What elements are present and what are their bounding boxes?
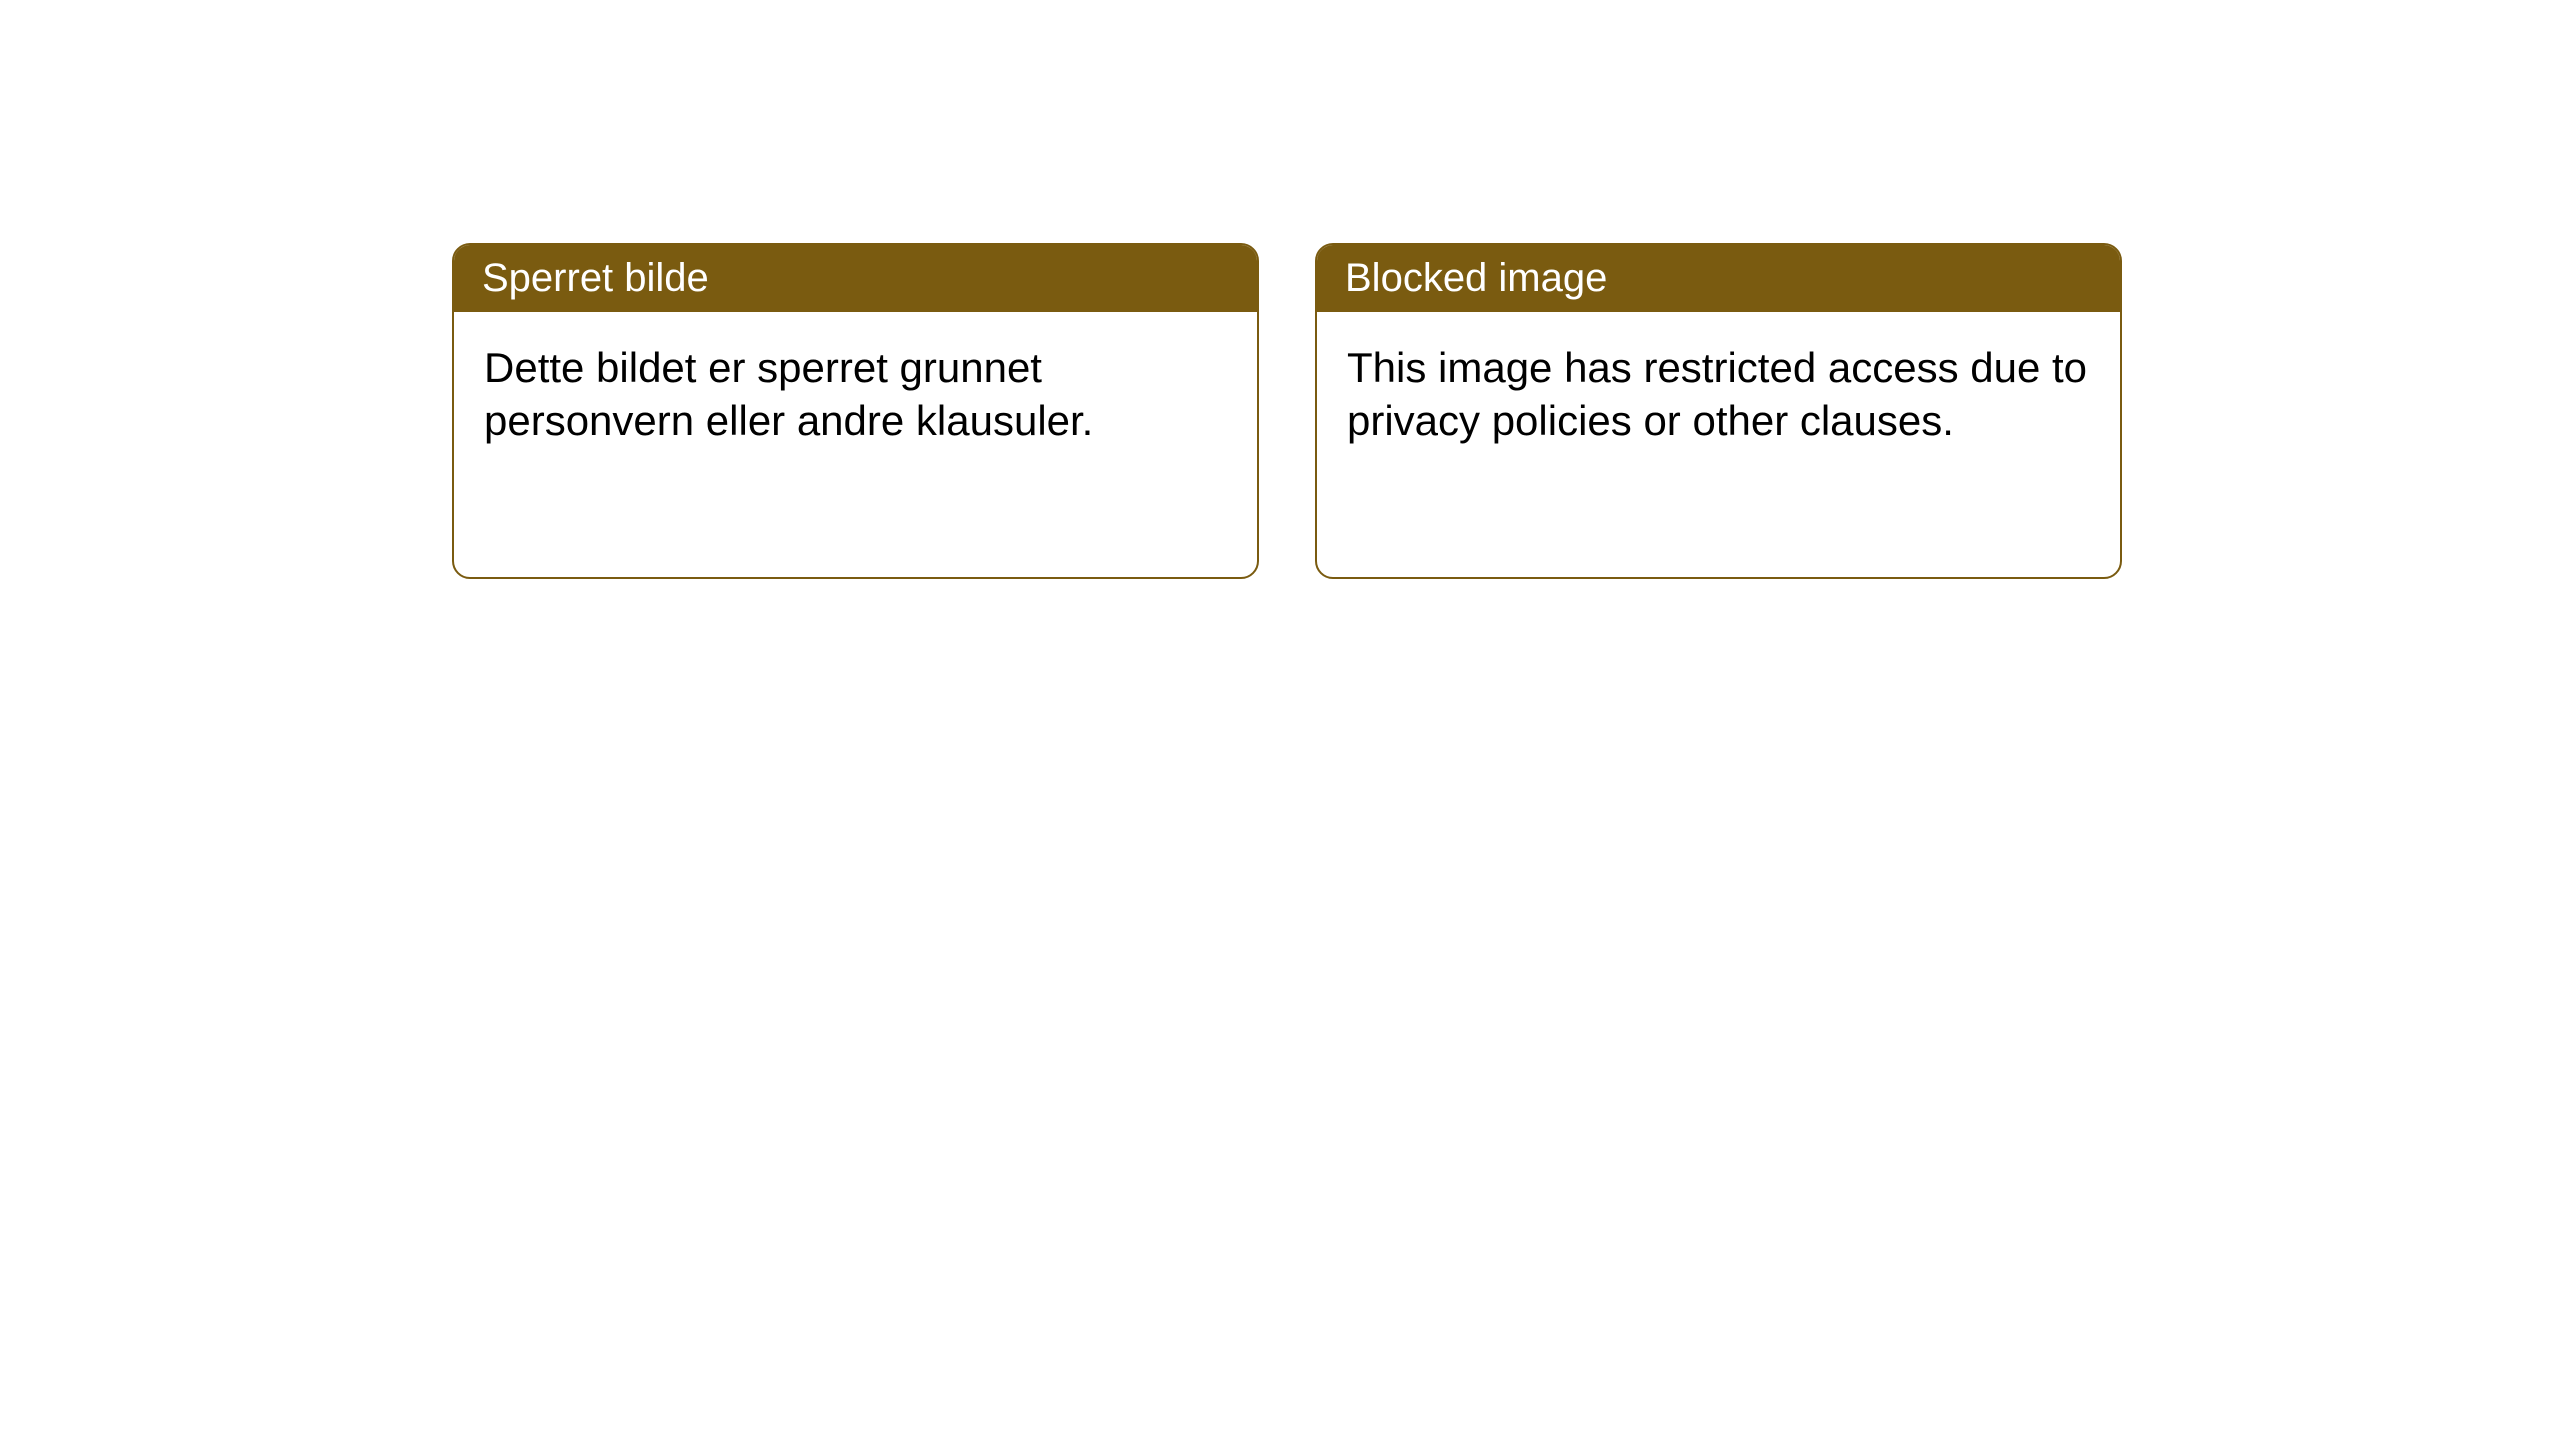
card-body-english: This image has restricted access due to … — [1317, 312, 2120, 577]
card-text-english: This image has restricted access due to … — [1347, 342, 2090, 447]
card-title-norwegian: Sperret bilde — [482, 256, 1229, 300]
card-text-norwegian: Dette bildet er sperret grunnet personve… — [484, 342, 1227, 447]
notice-cards-container: Sperret bilde Dette bildet er sperret gr… — [452, 243, 2122, 579]
card-header-english: Blocked image — [1317, 245, 2120, 312]
notice-card-english: Blocked image This image has restricted … — [1315, 243, 2122, 579]
card-header-norwegian: Sperret bilde — [454, 245, 1257, 312]
notice-card-norwegian: Sperret bilde Dette bildet er sperret gr… — [452, 243, 1259, 579]
card-title-english: Blocked image — [1345, 256, 2092, 300]
card-body-norwegian: Dette bildet er sperret grunnet personve… — [454, 312, 1257, 577]
